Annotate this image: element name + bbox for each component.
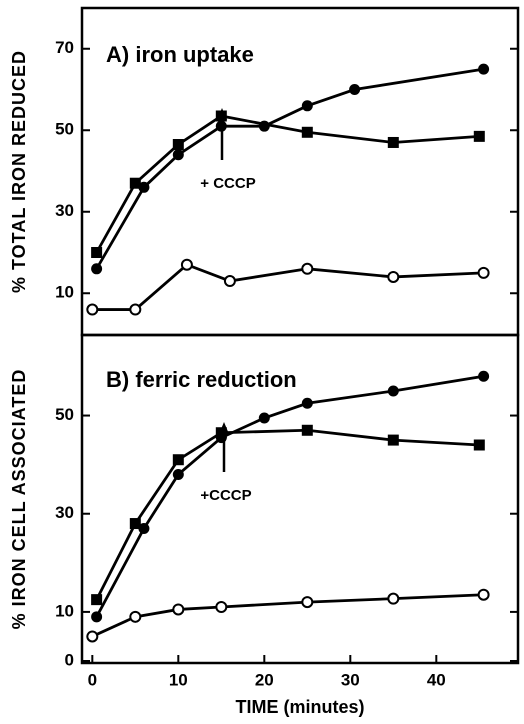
y-tick-label: 70 — [55, 38, 74, 57]
marker-open-circle — [180, 258, 193, 271]
marker-square — [387, 136, 399, 148]
marker-filled-circle — [172, 149, 184, 161]
marker-square — [473, 439, 485, 451]
annotation: + CCCP — [200, 175, 255, 192]
marker-square — [387, 434, 399, 446]
marker-filled-circle — [478, 63, 490, 75]
panel-title: B) ferric reduction — [106, 367, 297, 392]
marker-open-circle — [129, 610, 142, 623]
marker-open-circle — [223, 275, 236, 288]
marker-square — [215, 110, 227, 122]
series-line — [95, 114, 480, 254]
series-line — [95, 374, 484, 618]
series-line — [95, 67, 484, 270]
marker-filled-circle — [172, 468, 184, 480]
marker-filled-circle — [138, 181, 150, 193]
marker-filled-circle — [301, 100, 313, 112]
marker-open-circle — [215, 601, 228, 613]
plot-frame — [80, 333, 520, 665]
x-axis-label: TIME (minutes) — [236, 697, 365, 717]
y-tick-label: 10 — [55, 601, 74, 620]
marker-filled-circle — [215, 120, 227, 132]
marker-square — [172, 139, 184, 151]
x-tick-label: 20 — [255, 670, 274, 689]
y-tick-label: 50 — [55, 405, 74, 424]
marker-filled-circle — [478, 370, 490, 382]
marker-open-circle — [86, 303, 99, 316]
marker-open-circle — [86, 630, 99, 643]
annotation: +CCCP — [200, 487, 251, 504]
marker-filled-circle — [349, 84, 361, 95]
marker-square — [91, 594, 103, 606]
marker-filled-circle — [138, 522, 150, 534]
marker-filled-circle — [91, 611, 103, 623]
marker-open-circle — [301, 262, 314, 275]
y-axis-label: % IRON CELL ASSOCIATED — [9, 369, 29, 630]
y-tick-label: 50 — [55, 120, 74, 139]
y-axis-label: % TOTAL IRON REDUCED — [9, 50, 29, 293]
marker-square — [129, 518, 141, 530]
marker-filled-circle — [387, 385, 399, 397]
marker-filled-circle — [91, 263, 103, 275]
marker-square — [473, 130, 485, 142]
marker-filled-circle — [301, 397, 313, 409]
marker-square — [301, 126, 313, 138]
marker-square — [172, 454, 184, 466]
marker-open-circle — [387, 270, 400, 283]
marker-square — [215, 427, 227, 439]
x-tick-label: 10 — [169, 670, 188, 689]
x-tick-label: 40 — [427, 670, 446, 689]
marker-open-circle — [387, 592, 400, 605]
marker-open-circle — [477, 588, 490, 601]
series-line — [91, 593, 484, 638]
marker-open-circle — [129, 303, 142, 316]
panel-title: A) iron uptake — [106, 42, 254, 67]
x-tick-label: 0 — [88, 670, 97, 689]
y-tick-label: 30 — [55, 503, 74, 522]
y-tick-label: 10 — [55, 283, 74, 302]
marker-square — [129, 177, 141, 189]
marker-square — [301, 424, 313, 436]
marker-square — [91, 247, 103, 258]
x-tick-label: 30 — [341, 670, 360, 689]
marker-open-circle — [301, 596, 314, 609]
y-tick-label: 30 — [55, 201, 74, 220]
marker-open-circle — [477, 266, 490, 279]
y-tick-label: 0 — [65, 650, 74, 669]
marker-filled-circle — [258, 412, 270, 424]
series-line — [92, 263, 484, 311]
marker-open-circle — [172, 603, 185, 616]
